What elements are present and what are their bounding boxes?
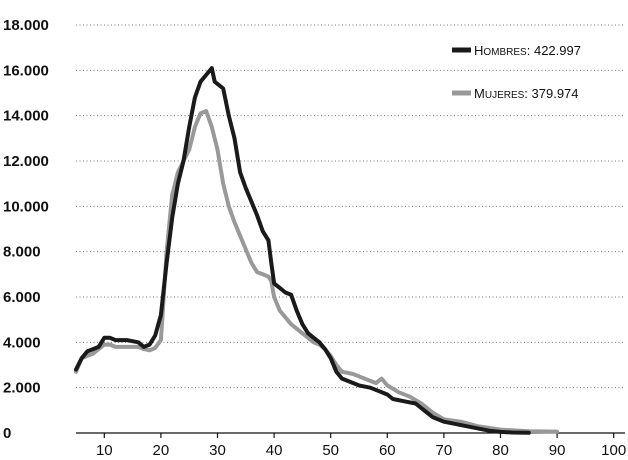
y-tick-label: 4.000 <box>3 334 41 351</box>
x-tick-label: 70 <box>436 442 453 459</box>
legend-label-mujeres: MUJERES: 379.974 <box>474 86 579 101</box>
y-tick-label: 16.000 <box>3 62 49 79</box>
x-axis-ticks: 10 20 30 40 50 60 70 80 90 100 <box>96 433 626 459</box>
grid-layer <box>76 24 625 389</box>
x-tick-label: 20 <box>153 442 170 459</box>
y-tick-label: 18.000 <box>3 17 49 34</box>
y-tick-label: 8.000 <box>3 244 41 261</box>
y-tick-label: 2.000 <box>3 380 41 397</box>
series-line-hombres <box>74 66 531 435</box>
x-tick-label: 30 <box>209 442 226 459</box>
legend: HOMBRES: 422.997 MUJERES: 379.974 <box>452 43 581 101</box>
y-tick-label: 6.000 <box>3 289 41 306</box>
legend-label-hombres: HOMBRES: 422.997 <box>474 43 581 58</box>
x-tick-label: 60 <box>379 442 396 459</box>
x-tick-label: 80 <box>492 442 509 459</box>
series-layer <box>74 66 560 435</box>
x-tick-label: 100 <box>601 442 626 459</box>
x-tick-label: 40 <box>266 442 283 459</box>
x-tick-label: 50 <box>322 442 339 459</box>
y-tick-label: 0 <box>3 425 11 442</box>
series-line-mujeres <box>74 109 560 434</box>
y-tick-label: 14.000 <box>3 108 49 125</box>
y-tick-label: 12.000 <box>3 153 49 170</box>
x-tick-label: 90 <box>549 442 566 459</box>
x-tick-label: 10 <box>96 442 113 459</box>
y-axis-ticks: 0 2.000 4.000 6.000 8.000 10.000 12.000 14.000 1… <box>3 17 49 442</box>
y-tick-label: 10.000 <box>3 198 49 215</box>
